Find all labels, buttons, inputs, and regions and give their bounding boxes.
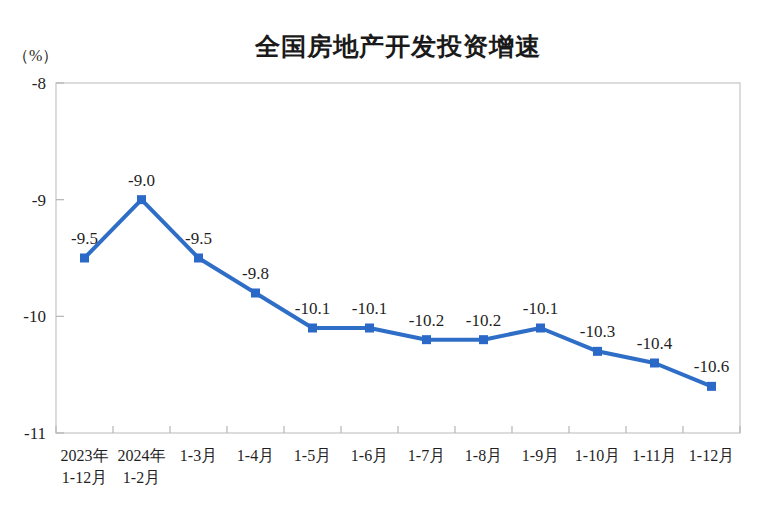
x-tick-label: 1-4月 xyxy=(237,447,274,464)
x-tick-label: 1-10月 xyxy=(575,447,620,464)
data-point-label: -9.5 xyxy=(71,229,98,248)
x-tick-label: 1-8月 xyxy=(465,447,502,464)
data-point-label: -10.1 xyxy=(352,299,387,318)
series-line xyxy=(85,200,712,387)
data-point-marker xyxy=(194,254,203,263)
y-tick-label: -8 xyxy=(32,74,46,93)
x-tick-label: 1-11月 xyxy=(632,447,677,464)
data-point-marker xyxy=(536,324,545,333)
data-point-marker xyxy=(650,359,659,368)
data-point-label: -10.6 xyxy=(694,357,729,376)
data-point-marker xyxy=(137,195,146,204)
data-point-marker xyxy=(251,289,260,298)
x-tick-label: 1-3月 xyxy=(180,447,217,464)
plot-border xyxy=(56,83,740,433)
x-tick-label: 1-9月 xyxy=(522,447,559,464)
x-tick-label: 1-6月 xyxy=(351,447,388,464)
data-point-label: -10.4 xyxy=(637,334,673,353)
y-tick-label: -11 xyxy=(24,424,46,443)
chart-page: 全国房地产开发投资增速 （%） -8-9-10-112023年1-12月2024… xyxy=(0,0,763,523)
data-point-label: -10.1 xyxy=(523,299,558,318)
y-tick-label: -10 xyxy=(23,307,46,326)
x-tick-label: 1-5月 xyxy=(294,447,331,464)
data-point-marker xyxy=(422,335,431,344)
data-point-label: -10.1 xyxy=(295,299,330,318)
data-point-marker xyxy=(593,347,602,356)
x-tick-label: 2023年1-12月 xyxy=(61,447,109,486)
data-point-label: -10.2 xyxy=(409,311,444,330)
line-chart: -8 -9 -10 -11 2023年1-12月2024年1-2月 1-3月 1-4月 1-5… xyxy=(0,0,763,523)
x-tick-label: 2024年1-2月 xyxy=(118,447,166,486)
data-point-label: -9.5 xyxy=(185,229,212,248)
x-tick-label: 1-7月 xyxy=(408,447,445,464)
data-point-marker xyxy=(479,335,488,344)
y-tick-label: -9 xyxy=(32,191,46,210)
x-tick-label: 1-12月 xyxy=(689,447,734,464)
data-point-label: -9.8 xyxy=(242,264,269,283)
data-point-marker xyxy=(365,324,374,333)
data-point-marker xyxy=(308,324,317,333)
data-point-marker xyxy=(707,382,716,391)
data-point-label: -10.3 xyxy=(580,322,615,341)
data-point-label: -9.0 xyxy=(128,171,155,190)
data-point-marker xyxy=(80,254,89,263)
data-point-label: -10.2 xyxy=(466,311,501,330)
